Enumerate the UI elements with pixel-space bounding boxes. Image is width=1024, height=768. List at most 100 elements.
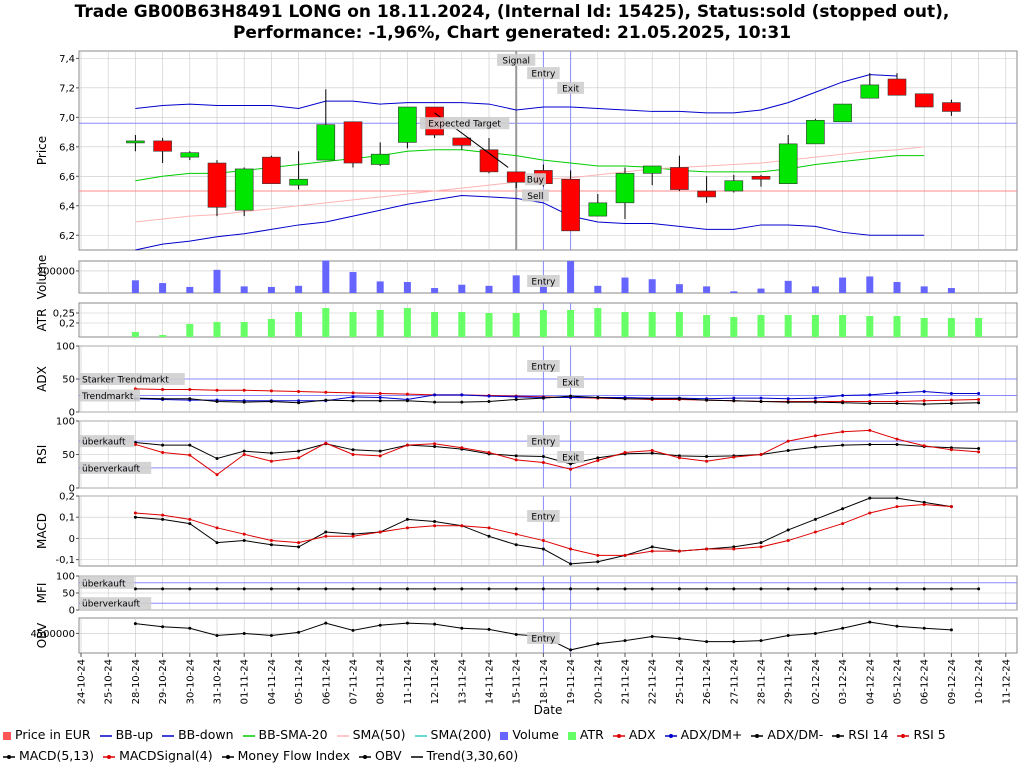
annotation-entry-text: Entry <box>531 363 556 373</box>
x-tick-label: 01-11-24 <box>240 659 251 704</box>
volume-bar <box>784 280 792 293</box>
annotation-exit: Exit <box>557 376 584 389</box>
legend-symbol <box>103 754 116 759</box>
money-flow-index-point <box>922 587 926 591</box>
annotation-exit-bg <box>557 376 584 388</box>
rsi-14-point <box>215 457 219 461</box>
legend-label: ADX <box>628 727 656 742</box>
y-tick-label: 6,6 <box>59 172 75 183</box>
candle-body <box>479 149 499 173</box>
annotation-entry: Entry <box>527 360 560 373</box>
money-flow-index-point <box>351 587 355 591</box>
obv-point <box>922 626 926 630</box>
rsi-5-point <box>269 459 273 463</box>
legend-symbol <box>162 734 175 737</box>
chart-title: Trade GB00B63H8491 LONG on 18.11.2024, (… <box>0 2 1024 44</box>
annotation-sell-bg <box>522 189 549 202</box>
candle-body <box>670 167 689 190</box>
panel-rsi: 0 50 100 RSI <box>35 417 1018 495</box>
atr-bar <box>349 312 357 337</box>
money-flow-index-point <box>977 587 981 591</box>
x-axis-label: Date <box>534 703 563 717</box>
rsi-5-point <box>732 455 736 459</box>
adx-dm--point <box>786 397 790 401</box>
y-tick-label: 7,2 <box>59 83 75 94</box>
macd-5-13--point <box>922 500 926 504</box>
adx-dm--point <box>786 400 790 404</box>
x-tick-label: 11-12-24 <box>1001 659 1012 704</box>
obv-point <box>514 632 518 636</box>
annotation-signal-bg <box>497 53 536 66</box>
legend-symbol <box>358 754 371 759</box>
money-flow-index-point <box>161 587 165 591</box>
rsi-14-point <box>650 451 654 455</box>
panel-macd: -0,1 0 0,1 0,2 MACD <box>35 492 1018 567</box>
rsi-5-point <box>188 453 192 457</box>
annotation-exit: Exit <box>557 451 584 464</box>
macd-5-13--point <box>541 547 545 551</box>
ref-line-label: überverkauft <box>80 597 152 610</box>
legend-symbol <box>3 754 15 759</box>
rsi-5-point <box>977 450 981 454</box>
y-axis-label: Volume <box>35 255 49 300</box>
atr-bar <box>458 312 466 337</box>
atr-bar <box>485 313 493 337</box>
annotation-entry: Entry <box>527 275 560 288</box>
macd-5-13--point <box>650 545 654 549</box>
adx-dm--point <box>977 401 981 405</box>
macd-5-13--point <box>161 517 165 521</box>
money-flow-index-point <box>514 587 518 591</box>
macd-5-13--point <box>297 545 301 549</box>
panel-adx: 0 50 100 ADX <box>35 342 1018 419</box>
x-tick-label: 11-11-24 <box>403 659 414 704</box>
legend-symbol <box>612 733 625 738</box>
money-flow-index-point <box>215 587 219 591</box>
rsi-14-point <box>188 443 192 447</box>
rsi-5-point <box>623 450 627 454</box>
annotation-buy-text: Buy <box>527 176 545 186</box>
rsi-5-point <box>841 430 845 434</box>
money-flow-index-point <box>378 587 382 591</box>
volume-bar <box>703 286 711 293</box>
adx-dm--point <box>650 397 654 401</box>
atr-bar <box>512 313 520 337</box>
rsi-14-point <box>297 449 301 453</box>
y-tick-label: 0 <box>69 484 75 495</box>
macd-5-13--point <box>813 517 817 521</box>
annotation-entry-text: Entry <box>531 635 556 645</box>
y-tick-label: 6,8 <box>59 142 75 153</box>
adx-dm--point <box>977 392 981 396</box>
volume-bar <box>349 272 357 293</box>
rsi-5-point <box>786 439 790 443</box>
money-flow-index-point <box>596 587 600 591</box>
y-tick-label: 0,25 <box>53 309 75 320</box>
candle-body <box>561 178 580 232</box>
ref-line-label-text: überverkauft <box>82 464 141 474</box>
ref-line-label-bg <box>80 435 135 448</box>
obv-point <box>242 631 246 635</box>
macdsignal-4--point <box>215 526 219 530</box>
candle-body <box>778 143 798 184</box>
obv-point <box>732 640 736 644</box>
adx-dm--point <box>487 394 491 398</box>
macdsignal-4--point <box>949 505 953 509</box>
y-tick-label: 100 <box>56 417 75 428</box>
rsi-5-line <box>135 429 979 476</box>
panel-frame <box>78 50 1018 251</box>
volume-bar <box>594 285 602 293</box>
atr-bar <box>866 316 874 337</box>
x-tick-label: 13-11-24 <box>457 659 468 704</box>
macdsignal-4--point <box>623 553 627 557</box>
ref-line-label-text: überkauft <box>82 579 126 589</box>
candle-body <box>289 178 308 186</box>
legend-label: BB-up <box>115 727 154 742</box>
money-flow-index-point <box>541 587 545 591</box>
panel-price: 6,2 6,4 6,6 6,8 7,0 7,2 7,4 Price <box>35 50 1018 251</box>
adx-dm--point <box>487 399 491 403</box>
legend-symbol <box>3 731 11 740</box>
y-axis-label: MFI <box>35 583 49 604</box>
obv-point <box>133 622 137 626</box>
obv-point <box>324 621 328 625</box>
money-flow-index-point <box>133 587 137 591</box>
